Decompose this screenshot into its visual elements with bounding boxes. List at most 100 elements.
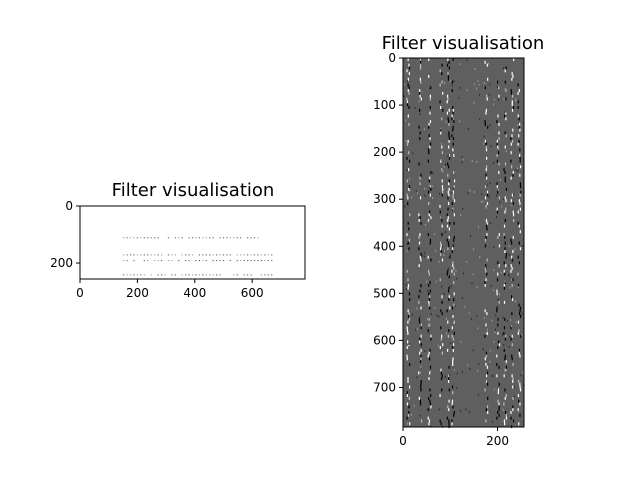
right-heatmap-pixel (447, 77, 450, 81)
right-heatmap-pixel (512, 173, 514, 177)
right-heatmap-pixel (474, 68, 476, 71)
right-heatmap-pixel (484, 60, 486, 64)
right-heatmap-pixel (519, 122, 521, 126)
right-heatmap-pixel (420, 173, 422, 177)
right-heatmap-pixel (448, 137, 451, 141)
right-heatmap-pixel (496, 216, 498, 219)
left-heatmap-pixel (247, 274, 249, 276)
left-heatmap-pixel (250, 237, 252, 239)
right-heatmap-pixel (448, 139, 450, 143)
right-heatmap-pixel (408, 405, 410, 409)
right-heatmap-pixel (504, 179, 506, 183)
right-heatmap-pixel (505, 264, 507, 268)
left-heatmap-pixel (233, 237, 235, 239)
right-heatmap-pixel (511, 343, 513, 347)
right-heatmap-pixel (517, 124, 519, 127)
right-heatmap-pixel (519, 309, 521, 313)
right-heatmap-pixel (496, 139, 498, 143)
right-heatmap-pixel (452, 391, 454, 395)
right-heatmap-pixel (469, 367, 471, 370)
right-heatmap-pixel (512, 128, 514, 132)
right-heatmap-pixel (448, 235, 450, 239)
left-x-axis-ticks: 0 200 400 600 (76, 279, 264, 300)
right-heatmap-pixel (419, 182, 421, 186)
right-heatmap-pixel (517, 114, 519, 118)
right-heatmap-pixel (512, 405, 514, 409)
right-heatmap-pixel (448, 182, 450, 186)
right-heatmap-pixel (518, 89, 521, 93)
right-heatmap-pixel (519, 128, 521, 132)
right-heatmap-pixel (407, 77, 409, 81)
right-heatmap-pixel (452, 137, 455, 141)
right-heatmap-pixel (427, 269, 430, 273)
right-heatmap-pixel (443, 254, 445, 257)
right-heatmap-pixel (441, 151, 444, 155)
right-heatmap-pixel (505, 117, 507, 121)
right-heatmap-pixel (429, 176, 431, 180)
right-heatmap-pixel (495, 314, 497, 317)
right-heatmap-pixel (453, 272, 455, 276)
right-heatmap-pixel (409, 177, 411, 180)
right-heatmap-pixel (517, 379, 520, 383)
right-heatmap-pixel (420, 283, 422, 287)
right-heatmap-pixel (511, 258, 514, 262)
right-heatmap-pixel (452, 261, 454, 265)
right-heatmap-pixel (511, 255, 513, 259)
right-heatmap-pixel (510, 199, 512, 203)
left-heatmap-pixel (247, 254, 249, 256)
right-heatmap-pixel (446, 238, 448, 242)
right-heatmap-pixel (429, 348, 431, 352)
right-heatmap-pixel (504, 241, 506, 245)
right-heatmap-pixel (498, 264, 500, 268)
right-heatmap-pixel (504, 170, 506, 174)
right-heatmap-pixel (418, 100, 420, 103)
right-heatmap-pixel (483, 135, 485, 138)
right-heatmap-pixel (440, 377, 443, 381)
right-heatmap-pixel (441, 218, 443, 222)
right-heatmap-pixel (420, 343, 422, 347)
right-heatmap-pixel (518, 351, 520, 355)
left-heatmap-pixel (143, 254, 145, 256)
right-heatmap-pixel (510, 269, 512, 273)
right-heatmap-pixel (473, 190, 475, 193)
right-heatmap-pixel (504, 110, 506, 113)
right-heatmap-pixel (420, 419, 423, 423)
right-heatmap-pixel (497, 331, 499, 335)
right-heatmap-pixel (478, 363, 480, 366)
right-heatmap-pixel (438, 315, 440, 318)
right-heatmap-pixel (462, 272, 464, 275)
right-heatmap-pixel (493, 246, 495, 249)
right-heatmap-pixel (418, 317, 420, 321)
right-heatmap-pixel (517, 210, 519, 214)
right-heatmap-pixel (460, 341, 462, 344)
right-heatmap-pixel (447, 267, 449, 270)
right-heatmap-pixel (482, 348, 484, 351)
right-heatmap-pixel (513, 58, 515, 61)
right-heatmap-pixel (505, 134, 507, 138)
right-heatmap-pixel (512, 419, 515, 423)
right-heatmap-pixel (440, 131, 442, 135)
right-heatmap-pixel (452, 196, 454, 200)
left-heatmap-pixel (226, 254, 228, 256)
right-heatmap-pixel (440, 422, 442, 426)
right-heatmap-pixel (424, 223, 426, 226)
right-heatmap-pixel (451, 306, 454, 310)
right-heatmap-pixel (419, 108, 421, 112)
right-heatmap-pixel (504, 210, 506, 214)
left-heatmap-pixel (188, 274, 190, 276)
right-heatmap-pixel (498, 408, 500, 412)
right-heatmap-pixel (408, 91, 410, 95)
right-heatmap-pixel (505, 252, 508, 256)
right-heatmap-pixel (475, 87, 477, 90)
right-heatmap-pixel (429, 87, 431, 90)
left-heatmap-pixel (243, 260, 245, 262)
right-heatmap-pixel (477, 393, 479, 396)
right-heatmap-pixel (447, 289, 450, 293)
right-heatmap-pixel (406, 142, 409, 146)
right-heatmap-pixel (453, 238, 455, 242)
right-heatmap-pixel (428, 202, 430, 206)
right-heatmap-pixel (447, 241, 449, 245)
right-heatmap-pixel (453, 292, 455, 296)
right-heatmap-pixel (448, 295, 450, 299)
right-heatmap-pixel (430, 258, 432, 262)
